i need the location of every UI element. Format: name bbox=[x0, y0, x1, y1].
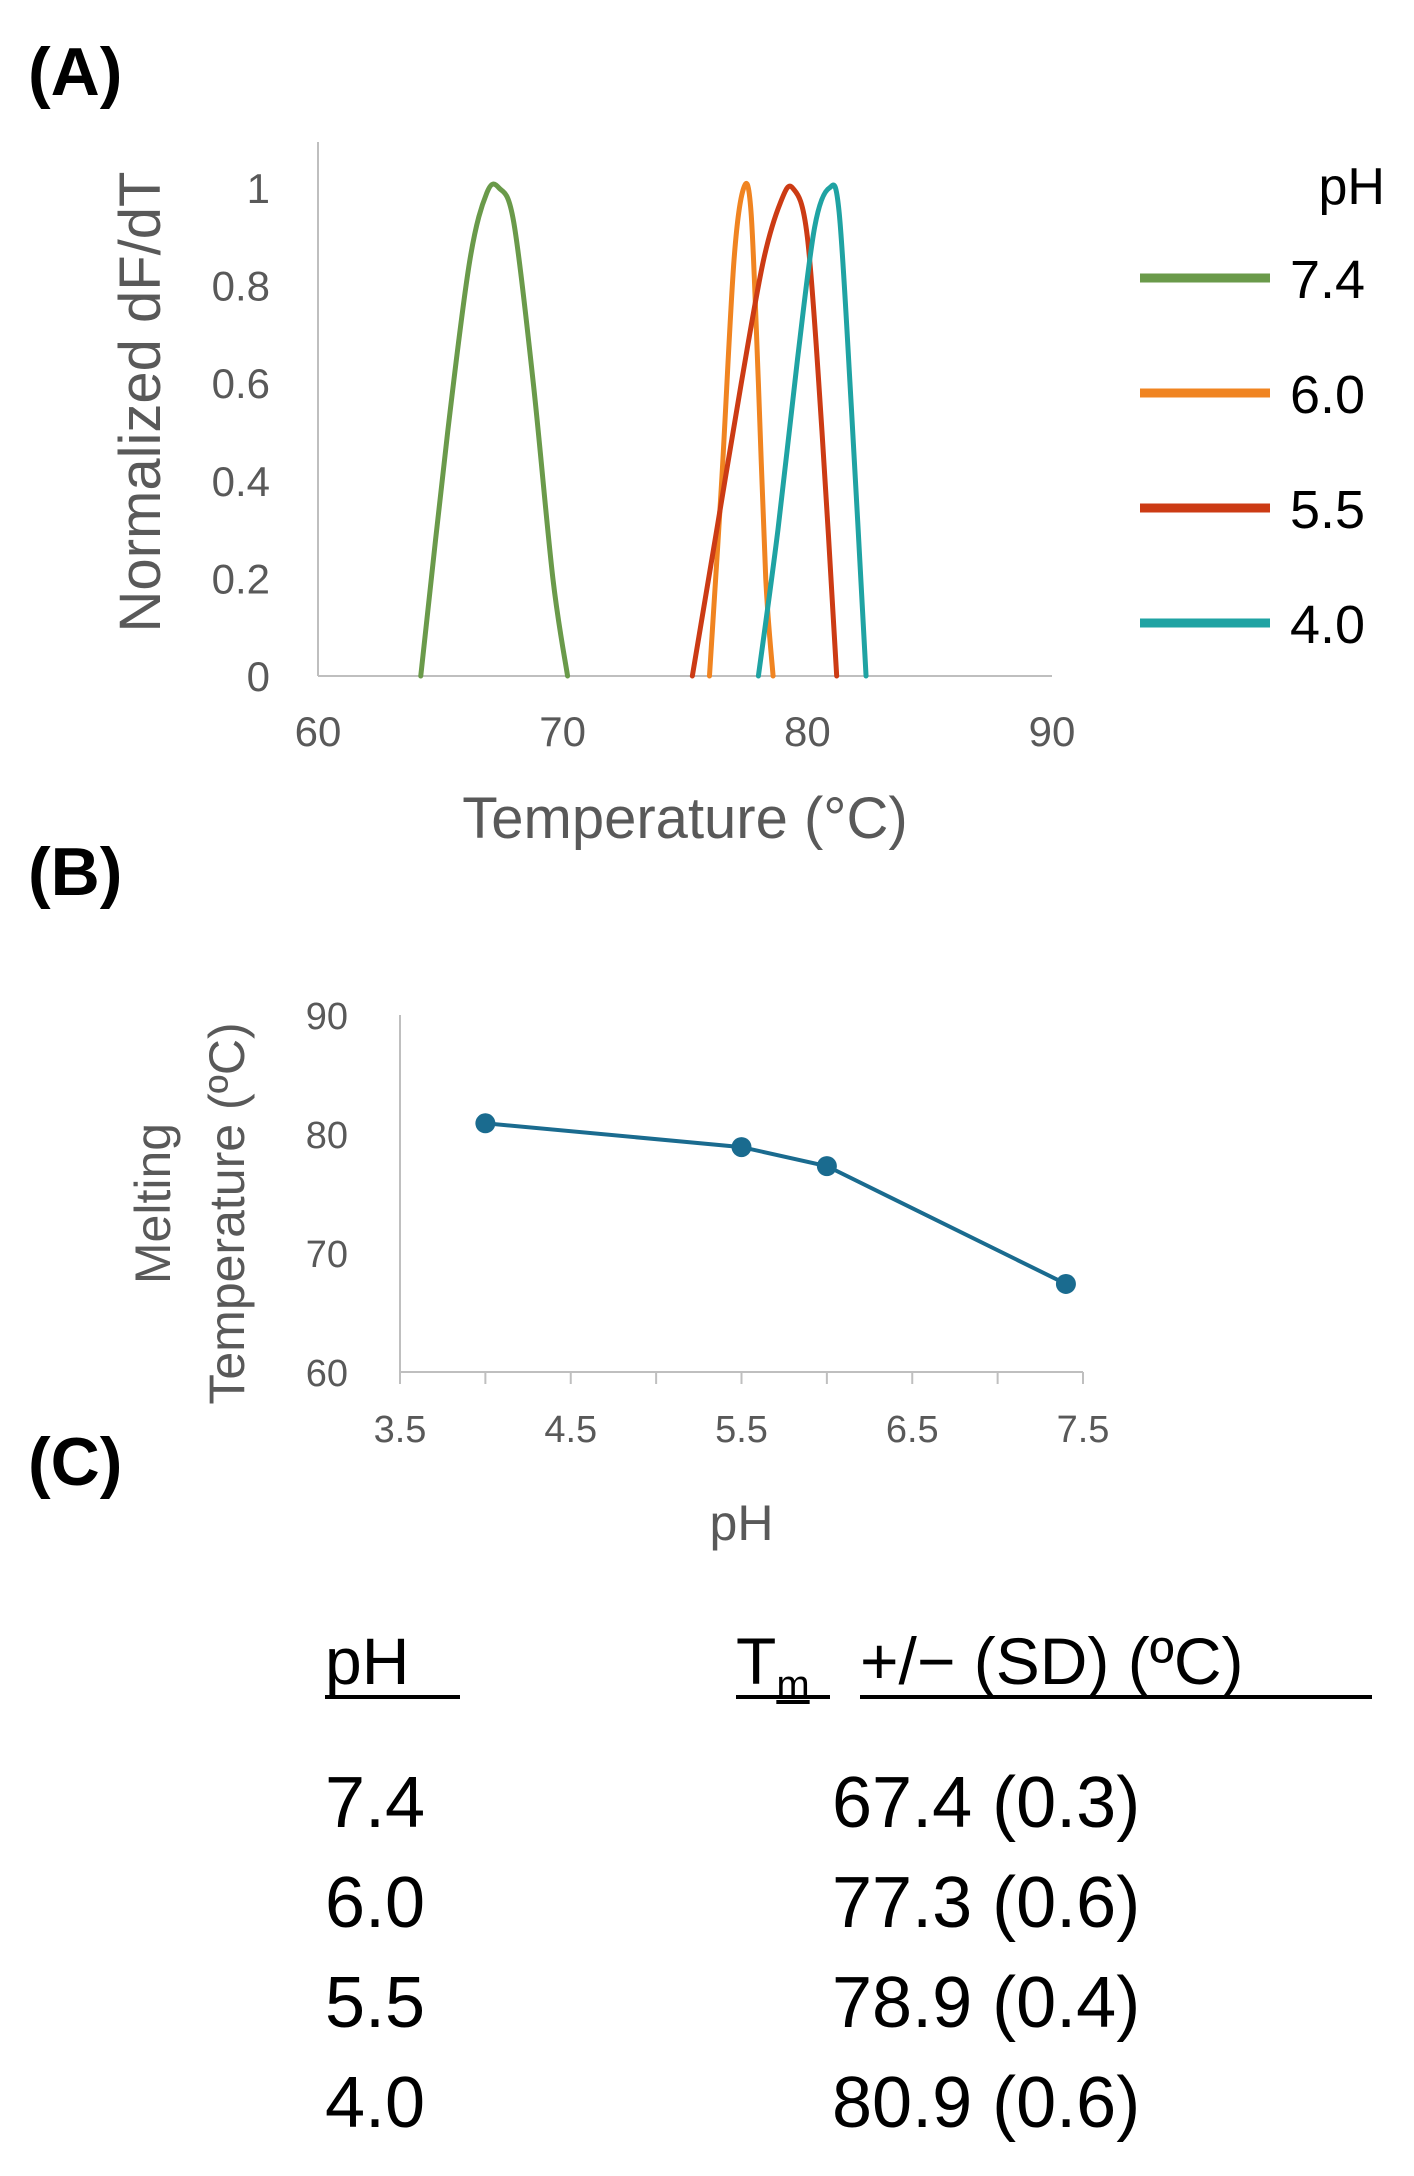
y-tick-label: 70 bbox=[306, 1234, 348, 1276]
x-tick-label: 60 bbox=[295, 708, 342, 755]
data-point bbox=[475, 1113, 496, 1134]
table-cell-tm: 67.4 (0.3) bbox=[832, 1763, 1141, 1843]
table-cell-ph: 6.0 bbox=[325, 1863, 426, 1943]
x-tick-label: 4.5 bbox=[544, 1409, 597, 1451]
table-header-tm-rest: +/− (SD) (ºC) bbox=[860, 1624, 1244, 1698]
table-cell-tm: 78.9 (0.4) bbox=[832, 1963, 1141, 2043]
table-cell-tm: 80.9 (0.6) bbox=[832, 2063, 1141, 2143]
series-line-ph-4-0 bbox=[755, 182, 869, 679]
table-cell-ph: 7.4 bbox=[325, 1763, 426, 1843]
x-tick-label: 5.5 bbox=[715, 1409, 768, 1451]
table-header-tm-rest-underline bbox=[860, 1695, 1372, 1699]
chart-b-tm-vs-ph: 60 70 80 90 3.5 4.5 5.5 6.5 7.5 pH Melting Temperat… bbox=[125, 996, 1110, 1551]
series-line-ph-5-5 bbox=[689, 183, 840, 679]
legend-label-ph-4-0: 4.0 bbox=[1290, 595, 1365, 655]
table-header-tm-main: T bbox=[736, 1624, 777, 1698]
y-tick-label: 1 bbox=[247, 165, 270, 212]
table-header-ph: pH bbox=[325, 1624, 410, 1698]
x-axis-title: Temperature (°C) bbox=[462, 786, 907, 851]
chart-a-dsf-curves: 0 0.2 0.4 0.6 0.8 1 60 70 80 90 Temperature (°C) No… bbox=[108, 142, 1385, 851]
panel-label-c: (C) bbox=[28, 1424, 123, 1500]
legend-label-ph-6-0: 6.0 bbox=[1290, 365, 1365, 425]
x-tick-label: 90 bbox=[1029, 708, 1076, 755]
x-axis-title: pH bbox=[710, 1495, 774, 1551]
x-tick-label: 7.5 bbox=[1057, 1409, 1110, 1451]
y-axis-title: Normalized dF/dT bbox=[108, 172, 173, 633]
table-header-ph-underline bbox=[325, 1695, 460, 1699]
y-tick-label: 80 bbox=[306, 1115, 348, 1157]
y-tick-label: 90 bbox=[306, 996, 348, 1038]
y-axis-title-line2: Temperature (ºC) bbox=[199, 1022, 255, 1404]
series-line-ph-6-0 bbox=[706, 181, 776, 679]
y-tick-label: 0.2 bbox=[212, 555, 270, 602]
x-tick-label: 3.5 bbox=[374, 1409, 427, 1451]
data-point bbox=[731, 1137, 752, 1158]
legend-label-ph-5-5: 5.5 bbox=[1290, 480, 1365, 540]
x-tick-label: 6.5 bbox=[886, 1409, 939, 1451]
legend-title: pH bbox=[1319, 158, 1385, 216]
y-tick-label: 0.4 bbox=[212, 458, 270, 505]
table-header-tm: Tm bbox=[736, 1628, 810, 1705]
series-line-ph-7-4 bbox=[418, 181, 571, 679]
x-tick-label: 70 bbox=[539, 708, 586, 755]
table-cell-ph: 5.5 bbox=[325, 1963, 426, 2043]
table-cell-ph: 4.0 bbox=[325, 2063, 426, 2143]
panel-label-b: (B) bbox=[28, 834, 123, 910]
data-point bbox=[816, 1156, 837, 1177]
y-tick-label: 60 bbox=[306, 1353, 348, 1395]
y-tick-label: 0 bbox=[247, 653, 270, 700]
panel-label-a: (A) bbox=[28, 34, 123, 110]
legend-label-ph-7-4: 7.4 bbox=[1290, 250, 1365, 310]
y-tick-label: 0.8 bbox=[212, 263, 270, 310]
data-point bbox=[1055, 1273, 1076, 1294]
table-cell-tm: 77.3 (0.6) bbox=[832, 1863, 1141, 1943]
table-header-tm-sub: m bbox=[776, 1663, 810, 1707]
y-axis-title-line1: Melting bbox=[125, 1123, 181, 1284]
x-tick-label: 80 bbox=[784, 708, 831, 755]
tm-series-line bbox=[485, 1121, 1067, 1286]
y-tick-label: 0.6 bbox=[212, 360, 270, 407]
table-header-tm-underline bbox=[736, 1695, 830, 1699]
